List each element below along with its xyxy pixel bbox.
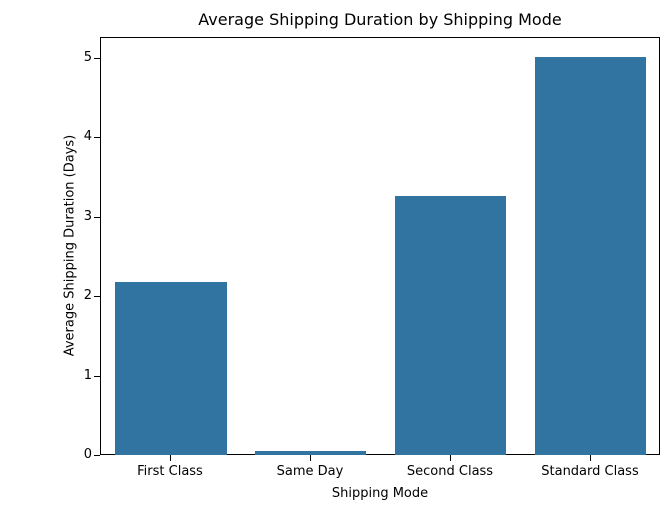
y-tick-5 [94,58,100,59]
y-tick-2 [94,296,100,297]
x-tick-label-standard-class: Standard Class [541,464,639,479]
y-tick-0 [94,455,100,456]
x-tick-second-class [450,455,451,461]
bar-same-day [255,451,366,455]
bar-first-class [115,282,227,455]
chart-title: Average Shipping Duration by Shipping Mo… [198,10,562,29]
y-axis-title: Average Shipping Duration (Days) [62,134,78,357]
y-tick-1 [94,376,100,377]
x-tick-same-day [310,455,311,461]
bar-second-class [395,196,506,455]
y-tick-label-0: 0 [83,447,92,462]
y-tick-label-4: 4 [83,129,92,144]
y-tick-label-1: 1 [83,368,92,383]
y-tick-label-2: 2 [83,288,92,303]
y-tick-label-5: 5 [83,50,92,65]
x-tick-first-class [170,455,171,461]
y-tick-label-3: 3 [83,209,92,224]
bar-standard-class [535,57,646,455]
x-axis-title: Shipping Mode [331,486,429,501]
x-tick-label-second-class: Second Class [406,464,494,479]
x-tick-standard-class [590,455,591,461]
plot-area [100,37,660,455]
x-tick-label-first-class: First Class [137,464,203,479]
y-tick-4 [94,137,100,138]
y-tick-3 [94,217,100,218]
x-tick-label-same-day: Same Day [276,464,344,479]
